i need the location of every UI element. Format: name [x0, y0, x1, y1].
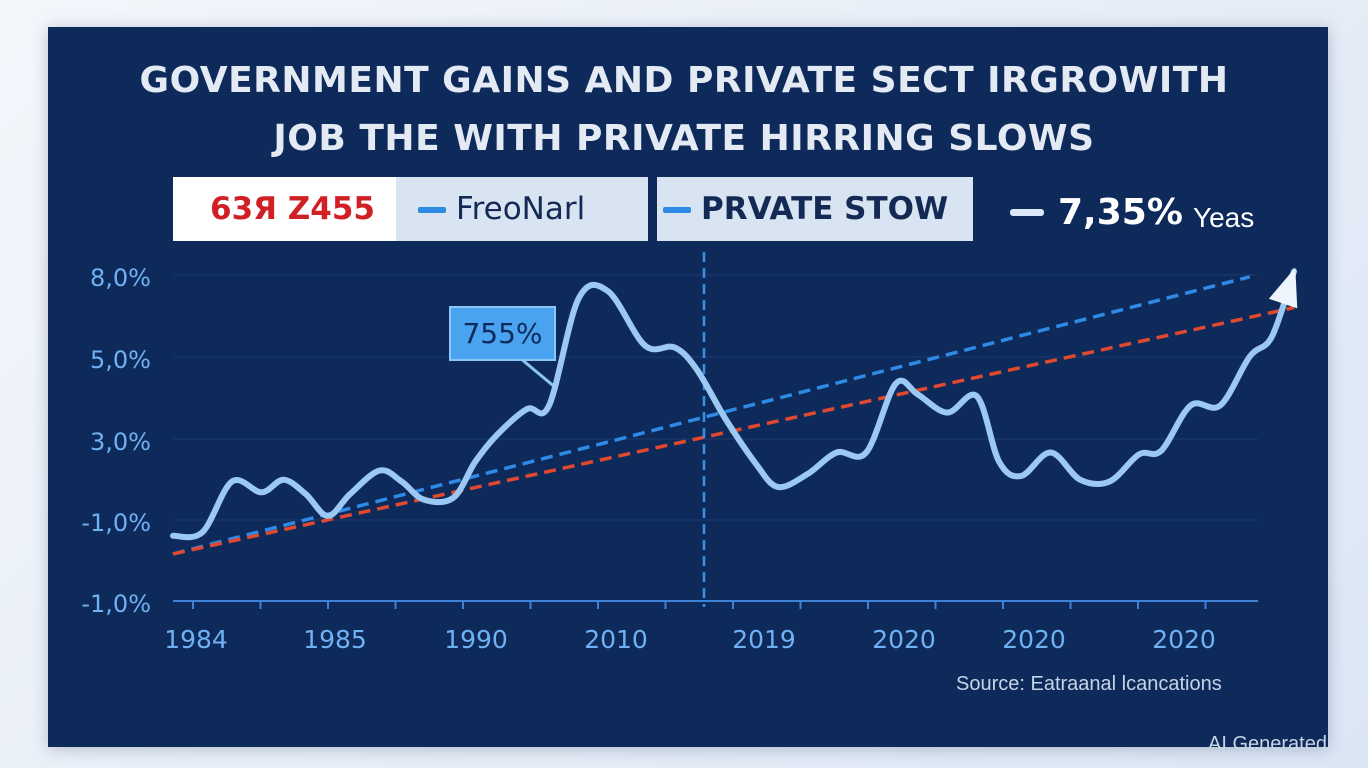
legend-item-1: 63Я Z455 [173, 177, 396, 241]
legend-item-3-label: PRVATE STOW [701, 191, 949, 227]
x-axis-labels: 1984 1985 1990 2010 2019 2020 2020 2020 [164, 625, 1216, 654]
legend-item-4-unit: Yeas [1193, 202, 1255, 233]
legend-swatch-4 [1010, 209, 1044, 216]
x-tick-label: 2020 [1152, 625, 1216, 654]
x-tick-label: 1990 [444, 625, 508, 654]
trend-line-blue [172, 275, 1251, 556]
arrow-icon [1268, 267, 1298, 309]
y-tick-label: 3,0% [90, 428, 151, 456]
x-axis [173, 600, 1258, 609]
callout-label: 755% [449, 306, 556, 361]
title-line-1: GOVERNMENT GAINS AND PRIVATE SECT IRGROW… [139, 60, 1229, 101]
title-line-2: JOB THE WITH PRIVATE HIRRING SLOWS [273, 118, 1095, 159]
y-axis: 8,0% 5,0% 3,0% -1,0% -1,0% [81, 264, 151, 618]
callout-pointer [519, 356, 557, 390]
x-tick-label: 2019 [732, 625, 796, 654]
series-main-line [170, 268, 1297, 541]
y-tick-label: 8,0% [90, 264, 151, 292]
y-tick-label: -1,0% [81, 590, 151, 618]
x-tick-label: 1985 [303, 625, 367, 654]
chart-title: GOVERNMENT GAINS AND PRIVATE SECT IRGROW… [0, 52, 1368, 168]
legend-swatch-3 [663, 207, 691, 213]
source-note: Source: Eatraanal lcancations [956, 673, 1222, 695]
legend-item-1-label: 63Я Z455 [210, 191, 375, 227]
legend-item-2-label: FreoNarl [456, 191, 586, 227]
x-tick-label: 1984 [164, 625, 228, 654]
y-tick-label: 5,0% [90, 346, 151, 374]
legend-item-4-value: 7,35% [1058, 192, 1183, 233]
trend-lines [172, 275, 1295, 556]
legend-item-3: PRVATE STOW [657, 177, 973, 241]
legend-item-2: FreoNarl [396, 177, 648, 241]
y-tick-label: -1,0% [81, 509, 151, 537]
chart-panel [48, 27, 1328, 747]
grid-lines [173, 274, 1258, 521]
x-tick-label: 2010 [584, 625, 648, 654]
legend-swatch-2 [418, 207, 446, 213]
x-tick-label: 2020 [1002, 625, 1066, 654]
watermark: AI Generated [1208, 733, 1327, 755]
x-tick-label: 2020 [872, 625, 936, 654]
